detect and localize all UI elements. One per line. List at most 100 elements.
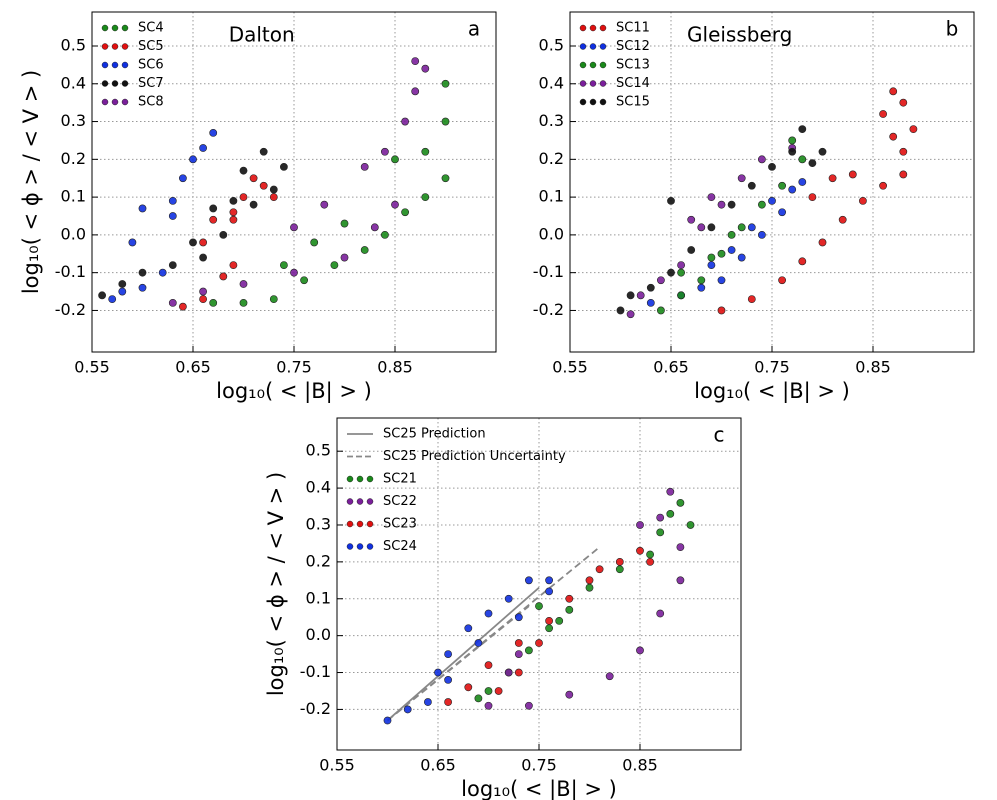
point	[441, 117, 450, 126]
annotation: Gleissberg	[687, 23, 792, 47]
point	[209, 298, 218, 307]
point	[178, 174, 187, 183]
point	[514, 668, 523, 677]
point	[219, 272, 228, 281]
legend-swatch	[599, 43, 607, 50]
y-tick-label: 0.0	[61, 224, 86, 243]
point	[239, 298, 248, 307]
plot-frame	[569, 11, 975, 353]
point	[657, 306, 665, 315]
legend-swatch	[366, 543, 374, 550]
point	[504, 668, 513, 677]
y-tick-label: 0.0	[539, 224, 564, 243]
point	[737, 174, 746, 183]
point	[199, 253, 207, 262]
legend-label: SC21	[383, 472, 417, 487]
legend-swatch	[599, 98, 607, 106]
y-axis-label: log₁₀( < ϕ > / < V > )	[264, 472, 288, 696]
legend-swatch	[346, 520, 354, 528]
legend-swatch	[101, 43, 109, 50]
legend-label: SC24	[383, 539, 417, 554]
legend-label: SC23	[383, 517, 417, 532]
point	[340, 219, 349, 228]
line	[386, 587, 540, 722]
point	[189, 155, 197, 164]
panel: 0.55 0.65 0.75 0.85 -0.2 -0.1 0.0 0.1 0.2 0.3 0.4 0…	[19, 11, 497, 404]
point	[687, 215, 696, 224]
point	[798, 125, 807, 134]
x-tick-label: 0.85	[377, 358, 413, 377]
point	[717, 200, 726, 209]
legend-label: SC14	[616, 76, 650, 91]
point	[707, 253, 716, 262]
point	[474, 639, 483, 647]
point	[209, 128, 218, 137]
point	[555, 616, 564, 625]
point	[778, 181, 786, 190]
point	[249, 174, 258, 183]
point	[290, 268, 298, 277]
legend-swatch	[111, 80, 119, 87]
point	[514, 650, 523, 658]
point	[747, 181, 756, 190]
point	[525, 701, 533, 710]
point	[239, 193, 248, 202]
legend-swatch	[346, 498, 354, 505]
legend-label: SC5	[138, 39, 164, 54]
point	[565, 690, 574, 699]
x-tick-label: 0.55	[552, 358, 588, 377]
point	[474, 694, 483, 703]
point	[667, 196, 675, 205]
point	[403, 705, 412, 714]
point	[279, 261, 288, 270]
legend-swatch	[121, 24, 129, 32]
point	[686, 521, 695, 529]
legend-swatch	[579, 98, 587, 106]
point	[909, 125, 918, 134]
point	[595, 565, 604, 574]
x-tick-label: 0.85	[855, 358, 891, 377]
legend-swatch	[589, 98, 597, 106]
legend-swatch	[579, 80, 587, 87]
point	[615, 565, 624, 574]
legend-swatch	[356, 498, 364, 505]
point	[758, 230, 766, 239]
point	[697, 276, 706, 285]
point	[818, 147, 827, 156]
point	[158, 268, 167, 277]
point	[565, 605, 574, 614]
point	[697, 283, 706, 292]
point	[444, 676, 452, 684]
point	[545, 587, 553, 596]
legend-swatch	[579, 43, 587, 50]
point	[838, 215, 847, 224]
point	[727, 246, 736, 254]
point	[737, 223, 746, 232]
legend-swatch	[121, 43, 129, 50]
point	[717, 306, 726, 315]
legend-swatch	[101, 80, 109, 87]
y-tick-label: 0.2	[306, 551, 331, 570]
legend-swatch	[101, 61, 109, 69]
legend-swatch	[366, 520, 374, 528]
point	[707, 261, 716, 270]
point	[828, 174, 837, 183]
point	[626, 291, 635, 300]
point	[199, 144, 207, 152]
point	[360, 246, 369, 254]
point	[259, 181, 268, 190]
point	[636, 546, 644, 555]
legend-label: SC7	[138, 76, 164, 91]
legend-swatch	[589, 43, 597, 50]
x-tick-label: 0.85	[622, 756, 658, 775]
point	[646, 557, 654, 566]
point	[525, 646, 533, 655]
point	[545, 576, 553, 585]
point	[616, 306, 625, 315]
point	[778, 208, 786, 217]
point	[209, 215, 218, 224]
point	[798, 178, 807, 186]
legend-swatch	[579, 61, 587, 69]
point	[464, 683, 473, 692]
legend-swatch	[589, 80, 597, 87]
